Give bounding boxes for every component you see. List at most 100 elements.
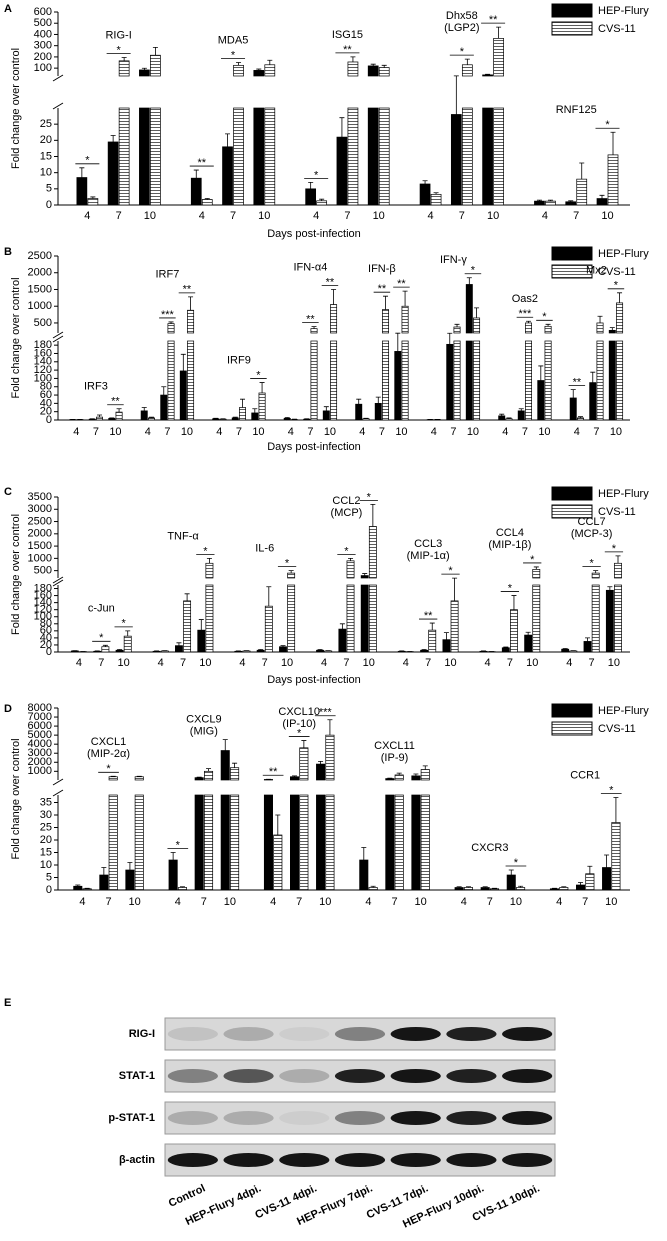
error-bar [275,814,281,835]
bar [355,403,363,421]
significance-label: ** [326,276,335,288]
bar [287,584,296,653]
bar [493,38,504,77]
error-bar [117,649,123,651]
significance-label: * [542,311,547,323]
x-tick-label: 4 [556,896,562,908]
x-tick-label: 4 [76,657,82,669]
error-bar [90,196,96,199]
blot-band [446,1153,497,1167]
legend-swatch [551,486,593,501]
bar [394,794,404,891]
bar [461,64,473,77]
group-label: ISG15 [332,29,363,41]
y-tick-label: 0 [46,414,52,426]
x-tick-label: 10 [608,657,620,669]
significance-label: * [460,46,465,58]
bar [510,609,518,653]
bar [251,412,259,421]
error-bar [339,117,345,138]
bar [397,650,406,653]
error-bar [176,642,182,646]
panel-label: A [4,3,12,15]
significance-label: * [614,280,619,292]
error-bar [465,886,471,888]
bar [299,794,309,891]
legend-swatch [551,504,593,519]
bar [299,747,309,781]
significance-label: * [203,545,208,557]
significance-label: * [231,49,236,61]
x-tick-label: 4 [461,896,467,908]
bar [490,888,500,891]
bar [230,794,240,891]
bar [461,107,473,206]
bar [465,340,473,421]
x-tick-label: 7 [262,657,268,669]
blot-row-label: RIG-I [129,1028,155,1040]
error-bar [585,637,591,642]
error-bar [482,886,488,888]
significance-label: * [367,491,372,503]
error-bar [148,416,154,418]
group-label: Dhx58 [446,10,478,22]
bar [330,304,338,334]
group-label: (MIP-2α) [87,748,130,760]
group-label: IL-6 [255,543,274,555]
bar [614,584,622,653]
bar [505,418,513,421]
bar [325,734,335,781]
bar [602,867,612,891]
bar [336,136,348,206]
bar [450,600,459,653]
group-label: (MIP-1β) [488,539,531,551]
significance-label: * [314,169,319,181]
group-label: CXCL10 [278,706,320,718]
y-tick-label: 300 [34,40,52,52]
bar [596,198,608,206]
y-tick-label: 7000 [28,711,52,723]
blot-band [390,1153,441,1167]
bar [360,575,369,579]
bar [382,309,389,334]
error-bar [161,386,167,396]
error-bar [381,64,387,68]
panel-label: D [4,703,12,715]
group-label: (MCP) [331,507,363,519]
y-tick-label: 60 [40,389,52,401]
x-tick-label: 4 [431,426,437,438]
x-tick-label: 10 [487,210,499,222]
error-bar [604,854,610,868]
bar [76,177,88,206]
significance-label: ** [269,766,278,778]
blot-band [390,1069,441,1083]
y-tick-label: 3000 [28,747,52,759]
bar [430,193,442,206]
error-bar [102,644,108,647]
error-bar [206,557,212,564]
bar [322,410,330,421]
bar [139,69,150,77]
y-tick-label: 15 [40,150,52,162]
legend-label: CVS-11 [598,266,636,278]
bar [316,794,326,891]
group-label: MDA5 [218,34,249,46]
error-bar [443,632,449,640]
bar [134,794,144,891]
error-bar [101,867,107,875]
x-tick-label: 4 [542,210,548,222]
group-label: RIG-I [105,29,131,41]
bar [242,650,251,653]
x-tick-label: 7 [582,896,588,908]
bar [115,411,123,421]
error-bar [413,773,419,776]
bar [561,648,570,653]
bar [596,322,604,334]
error-bar [525,631,531,636]
bar [290,794,300,891]
error-bar [301,740,307,748]
error-bar [466,277,472,285]
bar [385,794,395,891]
bar [194,777,204,781]
blot-band [167,1027,218,1041]
